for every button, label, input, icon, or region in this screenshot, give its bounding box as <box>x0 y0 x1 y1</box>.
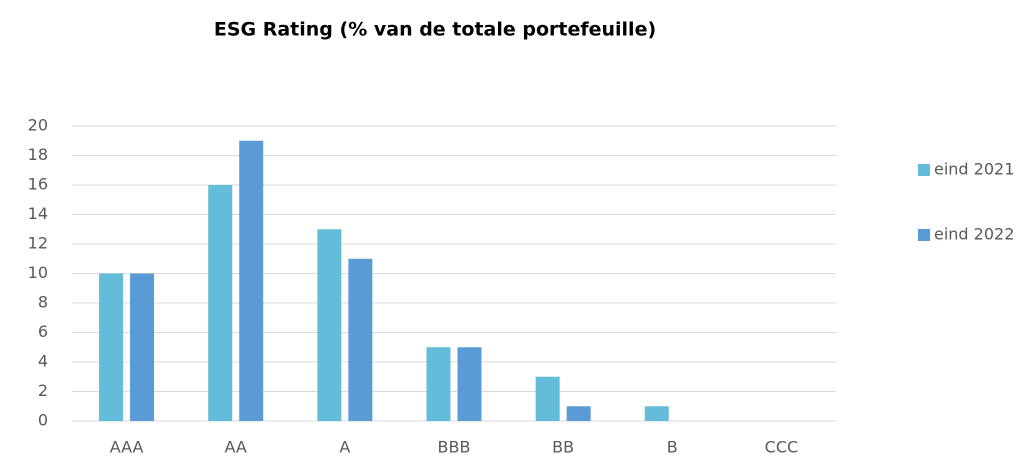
y-tick-label: 18 <box>28 145 48 164</box>
bar <box>99 273 124 421</box>
x-tick-label: AAA <box>110 438 144 457</box>
y-tick-label: 14 <box>28 204 48 223</box>
x-tick-label: AA <box>225 438 247 457</box>
bar <box>348 258 373 421</box>
y-tick-label: 2 <box>38 381 48 400</box>
y-tick-label: 0 <box>38 411 48 430</box>
legend-swatch <box>918 229 930 241</box>
y-tick-label: 20 <box>28 116 48 135</box>
bar <box>426 347 451 421</box>
x-tick-label: BB <box>552 438 574 457</box>
bar <box>566 406 591 421</box>
y-tick-label: 12 <box>28 234 48 253</box>
bar <box>239 140 264 421</box>
x-tick-label: A <box>339 438 350 457</box>
x-tick-label: BBB <box>438 438 471 457</box>
bar <box>208 185 233 421</box>
bar <box>457 347 482 421</box>
bar <box>644 406 669 421</box>
x-tick-label: B <box>667 438 678 457</box>
y-tick-label: 8 <box>38 293 48 312</box>
y-tick-label: 4 <box>38 352 48 371</box>
bar <box>535 376 560 421</box>
y-tick-label: 10 <box>28 263 48 282</box>
legend-label: eind 2021 <box>934 160 1014 179</box>
bar <box>317 229 342 421</box>
legend-label: eind 2022 <box>934 225 1014 244</box>
x-tick-label: CCC <box>765 438 799 457</box>
bar <box>130 273 155 421</box>
y-tick-label: 6 <box>38 322 48 341</box>
chart-title: ESG Rating (% van de totale portefeuille… <box>214 19 656 41</box>
y-tick-label: 16 <box>28 175 48 194</box>
legend-swatch <box>918 164 930 176</box>
